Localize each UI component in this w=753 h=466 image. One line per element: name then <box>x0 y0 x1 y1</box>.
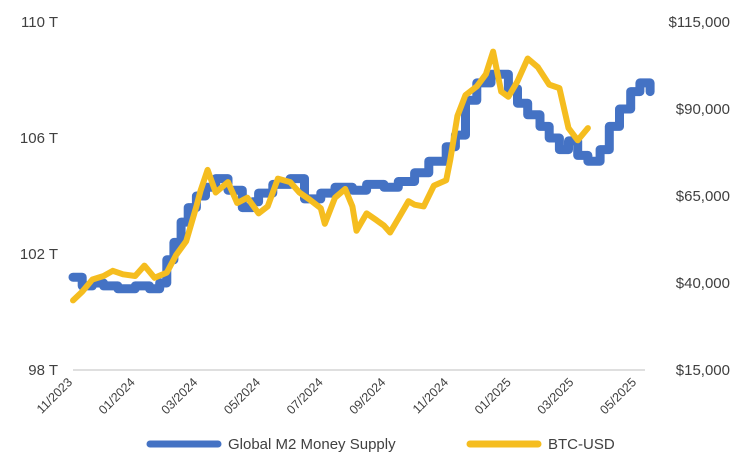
legend: Global M2 Money Supply BTC-USD <box>146 436 615 453</box>
x-tick-label: 01/2025 <box>472 375 514 417</box>
y-left-tick-label: 106 T <box>20 130 58 147</box>
y-right-tick-label: $90,000 <box>676 101 730 118</box>
x-tick-label: 07/2024 <box>284 375 326 417</box>
x-tick-label: 05/2024 <box>221 375 263 417</box>
legend-label-m2: Global M2 Money Supply <box>228 436 396 453</box>
y-right-tick-label: $15,000 <box>676 362 730 379</box>
y-left-tick-label: 110 T <box>21 14 58 31</box>
x-tick-label: 03/2025 <box>535 375 577 417</box>
x-tick-label: 03/2024 <box>159 375 201 417</box>
y-left-tick-label: 98 T <box>28 362 58 379</box>
series-line-m2 <box>68 69 655 294</box>
series-layer <box>68 48 655 304</box>
series-line-btc <box>70 48 591 304</box>
x-tick-labels: 11/2023 01/2024 03/2024 05/2024 07/2024 09/20… <box>34 375 639 417</box>
y-right-tick-label: $40,000 <box>676 275 730 292</box>
x-tick-label: 01/2024 <box>96 375 138 417</box>
x-tick-label: 05/2025 <box>597 375 639 417</box>
y-left-tick-label: 102 T <box>20 246 58 263</box>
y-right-tick-label: $115,000 <box>669 14 730 31</box>
y-right-tick-label: $65,000 <box>676 188 730 205</box>
y-left-tick-labels: 98 T 102 T 106 T 110 T <box>20 14 58 379</box>
legend-label-btc: BTC-USD <box>548 436 615 453</box>
x-tick-label: 11/2024 <box>410 375 451 416</box>
y-right-tick-labels: $15,000 $40,000 $65,000 $90,000 $115,000 <box>669 14 730 379</box>
x-tick-label: 09/2024 <box>347 375 389 417</box>
x-tick-label: 11/2023 <box>34 375 75 416</box>
